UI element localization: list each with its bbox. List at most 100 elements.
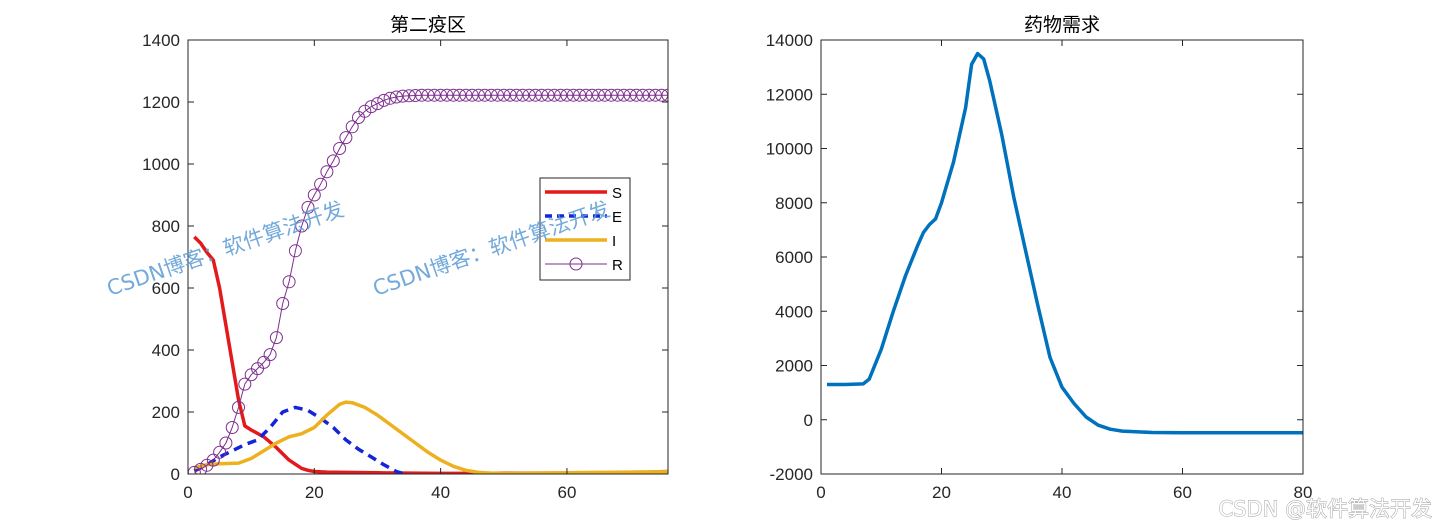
seir-series-R-marker [263,348,277,362]
seir-series-R-marker [598,88,612,102]
seir-series-R-marker [345,120,359,134]
seir-axes-box [187,39,669,475]
seir-series-R-marker [396,89,410,103]
seir-series-R-marker [491,88,504,102]
seir-series-R-marker [604,88,618,102]
seir-series-R-marker [528,88,542,102]
seir-series-R-marker [358,104,372,118]
seir-series-R-marker [636,88,650,102]
drug-y-tick-label: 4000 [775,302,813,321]
seir-series-R-marker [642,88,656,102]
seir-series-R-marker [225,421,239,434]
drug-y-tick-label: 6000 [775,248,813,267]
drug-y-tick-label: 10000 [766,140,813,159]
seir-series-R-marker [573,88,587,102]
seir-series-R-marker [440,88,454,102]
seir-series-R-marker [206,453,220,467]
seir-series-R-marker [364,100,378,114]
drug-series-药物需求-line [827,51,1303,435]
seir-series-E-line [193,405,404,474]
seir-series-R-marker [232,400,245,414]
seir-series-R-marker [516,88,530,102]
seir-y-tick-label: 400 [152,341,180,360]
seir-series-R-marker [371,97,384,111]
seir-series-R-marker [560,88,574,102]
drug-x-tick-label: 80 [1294,483,1313,502]
seir-series-R-marker [415,88,429,102]
drug-y-tick-label: 12000 [766,85,813,104]
drug-plot-area [821,40,1303,474]
seir-series-R-marker [535,88,549,102]
seir-series-R-marker [566,88,580,102]
drug-y-tick-label: 8000 [775,194,813,213]
seir-series-R-marker [611,88,624,102]
seir-series-R-marker [541,88,555,102]
drug-clipped-lines [827,51,1303,435]
seir-series-R-marker [421,88,435,102]
seir-y-tick-label: 800 [152,217,180,236]
seir-series-R-marker [648,88,662,102]
seir-series-R-marker [238,377,252,391]
seir-series-R-marker [585,88,599,102]
seir-series-R-marker [213,445,227,459]
seir-x-tick-label: 40 [431,483,450,502]
seir-x-tick-label: 0 [183,483,192,502]
seir-legend-box [539,177,631,281]
drug-axis-ticks: 0 20 40 60 80-200002000400060008000100001200… [766,31,1313,502]
drug-chart-title: 药物需求 [1024,14,1100,36]
seir-y-tick-label: 200 [152,403,180,422]
legend-label-I: I [612,233,616,250]
seir-series-R-marker [661,88,668,102]
seir-series-R-marker [617,88,631,102]
drug-y-tick-label: -2000 [770,465,813,484]
seir-series-R-marker [427,88,441,102]
seir-series-R-marker [257,355,271,369]
seir-series-R-marker [509,88,523,102]
seir-series-R-marker [503,88,517,102]
seir-series-R-marker [478,88,492,102]
seir-y-tick-label: 0 [171,465,180,484]
seir-series-R-marker [522,88,536,102]
seir-series-R-marker [592,88,605,102]
seir-y-tick-label: 1200 [142,93,180,112]
drug-y-tick-label: 14000 [766,31,813,50]
seir-series-R-line [194,94,668,473]
seir-series-R-marker [629,88,643,102]
seir-series-R-marker [484,88,498,102]
legend-marker-R [569,257,583,271]
seir-series-R-marker [434,88,448,102]
legend-label-R: R [612,257,623,274]
seir-x-tick-label: 60 [557,483,576,502]
seir-series-R-marker [326,154,340,168]
seir-series-R-marker [453,88,467,102]
seir-y-tick-label: 1400 [142,31,180,50]
seir-series-R-marker [320,165,334,179]
seir-series-R-marker [307,188,321,202]
seir-y-tick-label: 1000 [142,155,180,174]
drug-x-tick-label: 20 [932,483,951,502]
drug-x-tick-label: 0 [816,483,825,502]
seir-series-R-marker [269,331,283,345]
footer-watermark: CSDN @软件算法开发 [1218,497,1432,521]
seir-series-R-marker [554,88,568,102]
seir-x-tick-label: 20 [305,483,324,502]
seir-series-R-marker [301,200,315,214]
seir-series-lines [188,88,668,474]
seir-series-R-marker [288,244,302,258]
seir-series-R-marker [377,93,391,107]
seir-series-R-marker [547,88,561,102]
seir-y-tick-label: 600 [152,279,180,298]
seir-clipped-lines [188,88,668,474]
seir-series-R-marker [295,219,309,233]
seir-series-R-marker [383,91,397,105]
seir-series-R-marker [446,88,460,102]
legend-label-E: E [612,209,622,226]
seir-series-R-marker [472,88,485,102]
drug-y-tick-label: 2000 [775,357,813,376]
seir-series-R-marker [219,436,233,450]
seir-series-R-marker [497,88,511,102]
